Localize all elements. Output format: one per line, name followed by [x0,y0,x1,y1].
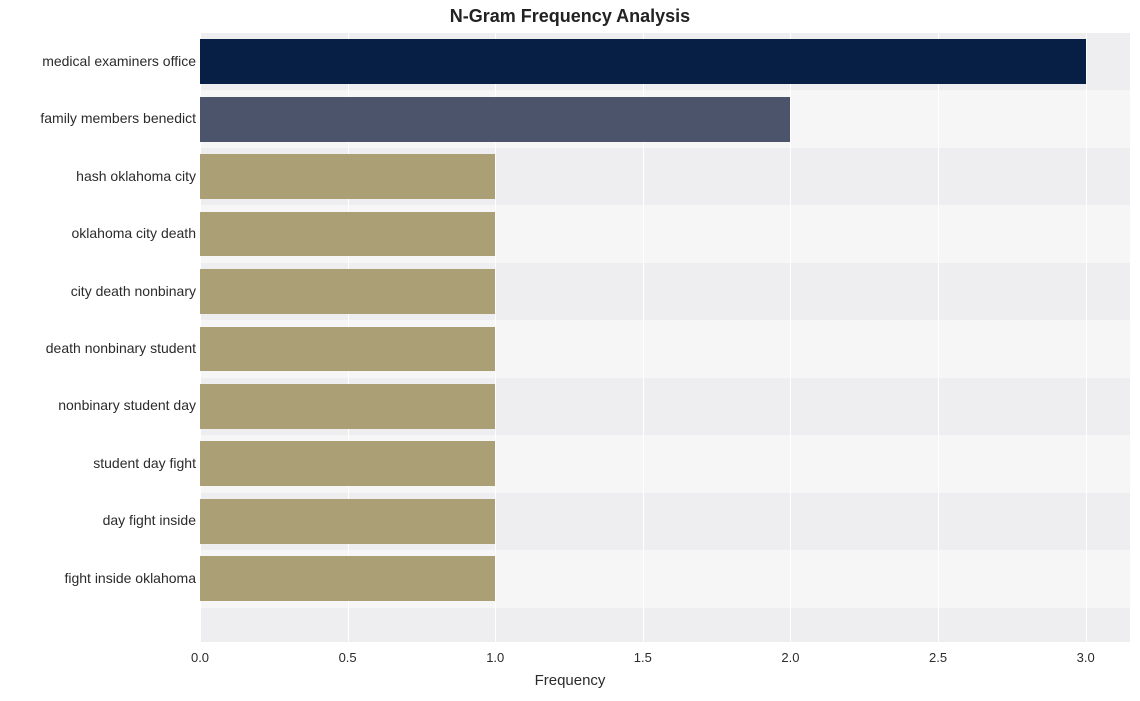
bar [200,154,495,199]
chart-title: N-Gram Frequency Analysis [0,6,1140,27]
x-gridline [790,33,791,642]
bar [200,327,495,372]
x-tick-label: 1.5 [634,650,652,665]
y-tick-label: city death nonbinary [71,283,196,299]
x-tick-label: 0.0 [191,650,209,665]
bar [200,441,495,486]
y-tick-label: medical examiners office [42,53,196,69]
y-tick-label: family members benedict [40,110,196,126]
x-tick-label: 1.0 [486,650,504,665]
y-tick-label: death nonbinary student [46,340,196,356]
bar [200,499,495,544]
y-tick-label: oklahoma city death [71,225,196,241]
x-tick-label: 2.5 [929,650,947,665]
y-tick-label: nonbinary student day [58,397,196,413]
bar [200,39,1086,84]
y-tick-label: fight inside oklahoma [64,570,196,586]
bar [200,556,495,601]
ngram-chart: N-Gram Frequency Analysis Frequency 0.0 0… [0,0,1140,701]
bar [200,269,495,314]
x-gridline [938,33,939,642]
plot-area [200,33,1130,642]
x-gridline [1086,33,1087,642]
x-tick-label: 3.0 [1077,650,1095,665]
x-axis-title: Frequency [0,672,1140,689]
x-tick-label: 2.0 [781,650,799,665]
bar [200,97,790,142]
y-tick-label: day fight inside [103,512,196,528]
bar [200,384,495,429]
x-tick-label: 0.5 [339,650,357,665]
y-tick-label: student day fight [93,455,196,471]
bar [200,212,495,257]
y-tick-label: hash oklahoma city [76,168,196,184]
grid-band [200,608,1130,642]
